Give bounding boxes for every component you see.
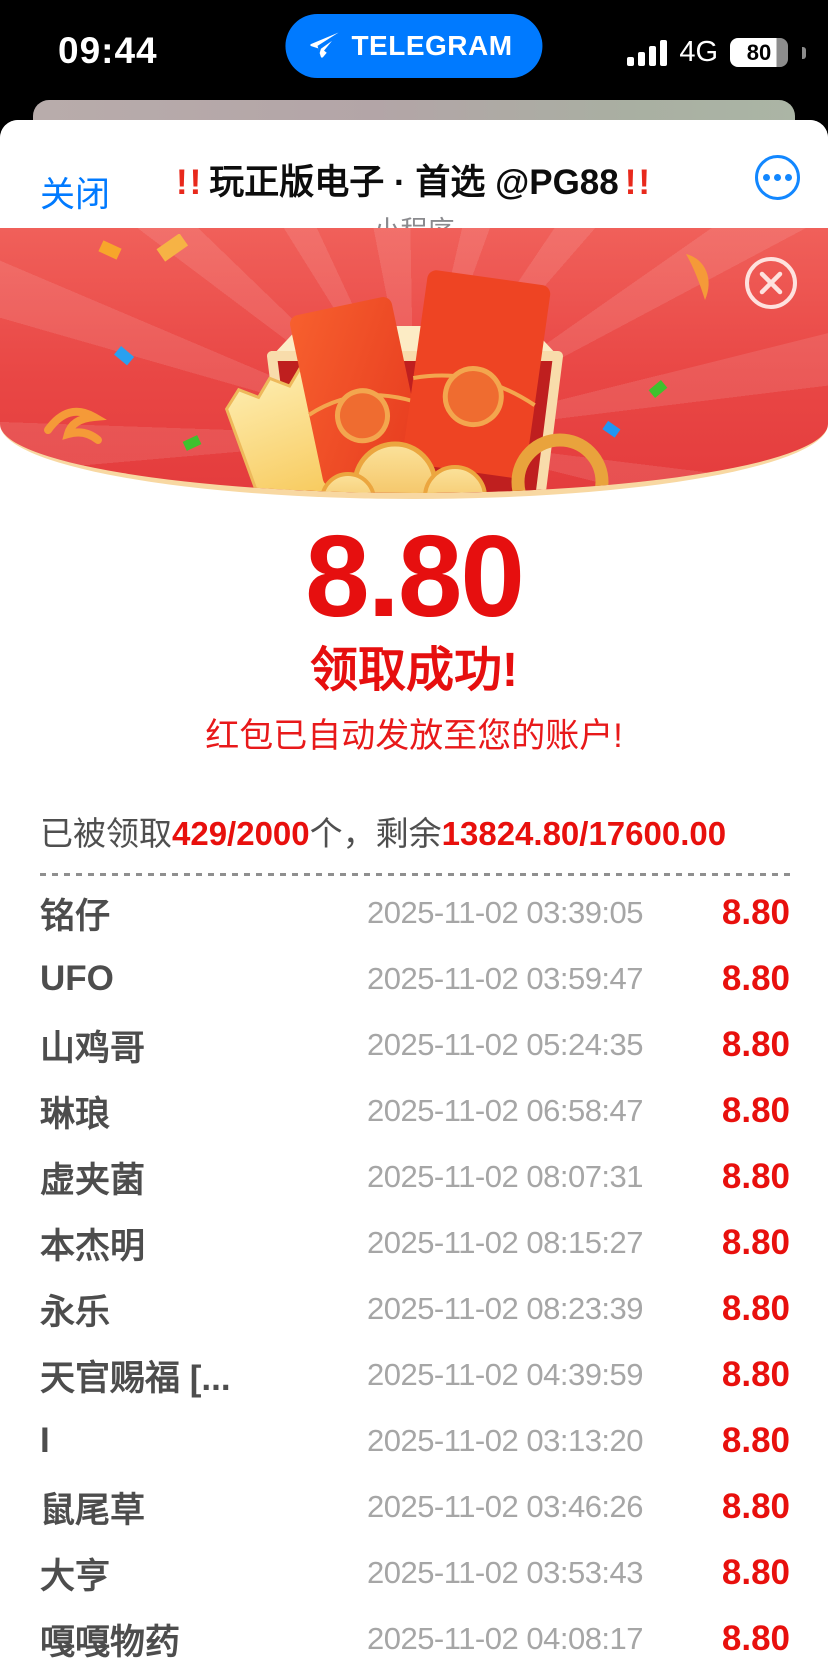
more-options-button[interactable] xyxy=(755,155,800,200)
claim-row: 嘎嘎物药 2025-11-02 04:08:17 8.80 xyxy=(0,1606,828,1659)
dashed-divider xyxy=(40,873,790,876)
banner-close-button[interactable] xyxy=(744,256,798,310)
miniapp-title-text: 玩正版电子 · 首选 @PG88 xyxy=(209,163,619,202)
claim-amount: 8.80 xyxy=(721,1223,790,1262)
claim-timestamp: 2025-11-02 04:08:17 xyxy=(366,1621,644,1656)
claim-row: 山鸡哥 2025-11-02 05:24:35 8.80 xyxy=(0,1012,828,1078)
claim-timestamp: 2025-11-02 08:15:27 xyxy=(366,1225,644,1260)
gift-box-illustration xyxy=(44,234,709,493)
status-icons: 4G 80 xyxy=(627,36,806,69)
info-message: 红包已自动发放至您的账户! xyxy=(205,717,623,755)
claim-amount: 8.80 xyxy=(721,1619,790,1658)
status-bar: 09:44 TELEGRAM 4G 80 xyxy=(0,0,828,100)
close-icon xyxy=(745,257,797,309)
claimer-name: 本杰明 xyxy=(40,1226,146,1266)
claim-amount: 8.80 xyxy=(721,1157,790,1196)
claim-row: 本杰明 2025-11-02 08:15:27 8.80 xyxy=(0,1210,828,1276)
claimer-name: 铭仔 xyxy=(40,896,111,936)
claim-row: 大亨 2025-11-02 03:53:43 8.80 xyxy=(0,1540,828,1606)
claimer-name: I xyxy=(40,1421,50,1460)
telegram-plane-icon xyxy=(310,32,339,58)
stats-remaining-amount: 13824.80/17600.00 xyxy=(441,815,727,852)
claim-amount: 8.80 xyxy=(721,1091,790,1130)
claim-row: 虚夹菌 2025-11-02 08:07:31 8.80 xyxy=(0,1144,828,1210)
signal-strength-icon xyxy=(627,39,668,66)
network-type: 4G xyxy=(679,36,718,68)
claim-timestamp: 2025-11-02 04:39:59 xyxy=(366,1357,644,1392)
stats-prefix: 已被领取 xyxy=(40,815,172,852)
miniapp-title: !! 玩正版电子 · 首选 @PG88!! xyxy=(120,163,708,203)
claim-row: 铭仔 2025-11-02 03:39:05 8.80 xyxy=(0,880,828,946)
claimer-name: 大亨 xyxy=(40,1556,111,1596)
claim-row: UFO 2025-11-02 03:59:47 8.80 xyxy=(0,946,828,1012)
claim-amount: 8.80 xyxy=(721,1025,790,1064)
claimer-name: 琳琅 xyxy=(40,1094,111,1134)
stats-claimed-count: 429/2000 xyxy=(172,815,310,852)
claim-row: 永乐 2025-11-02 08:23:39 8.80 xyxy=(0,1276,828,1342)
claim-timestamp: 2025-11-02 08:07:31 xyxy=(366,1159,644,1194)
status-time: 09:44 xyxy=(58,30,158,71)
claim-row: I 2025-11-02 03:13:20 8.80 xyxy=(0,1408,828,1474)
claim-row: 鼠尾草 2025-11-02 03:46:26 8.80 xyxy=(0,1474,828,1540)
close-button[interactable]: 关闭 xyxy=(40,175,111,215)
claim-timestamp: 2025-11-02 03:39:05 xyxy=(366,895,644,930)
claimer-name: 鼠尾草 xyxy=(40,1490,146,1530)
claimer-name: 嘎嘎物药 xyxy=(40,1622,181,1659)
alert-icon: !! xyxy=(624,163,653,202)
claim-amount: 8.80 xyxy=(721,1487,790,1526)
claim-timestamp: 2025-11-02 08:23:39 xyxy=(366,1291,644,1326)
claim-stats: 已被领取429/2000个，剩余13824.80/17600.00 xyxy=(40,814,790,854)
claim-row: 天官赐福 [... 2025-11-02 04:39:59 8.80 xyxy=(0,1342,828,1408)
claimer-name: 天官赐福 [... xyxy=(40,1358,231,1398)
miniapp-header: 关闭 !!玩正版电子 · 首选 @PG88!! 小程序 xyxy=(0,120,828,246)
reward-amount: 8.80 xyxy=(305,511,525,641)
claim-timestamp: 2025-11-02 03:46:26 xyxy=(366,1489,644,1524)
claim-amount: 8.80 xyxy=(721,959,790,998)
claim-timestamp: 2025-11-02 06:58:47 xyxy=(366,1093,644,1128)
claim-timestamp: 2025-11-02 03:59:47 xyxy=(366,961,644,996)
claim-timestamp: 2025-11-02 03:13:20 xyxy=(366,1423,644,1458)
claimer-name: 永乐 xyxy=(40,1292,111,1332)
claimer-name: 山鸡哥 xyxy=(40,1028,146,1068)
battery-icon: 80 xyxy=(730,38,788,67)
claimer-name: UFO xyxy=(40,959,114,998)
pill-label: TELEGRAM xyxy=(351,30,513,61)
claim-timestamp: 2025-11-02 03:53:43 xyxy=(366,1555,644,1590)
claimer-name: 虚夹菌 xyxy=(40,1160,146,1200)
miniapp-sheet: 关闭 !!玩正版电子 · 首选 @PG88!! 小程序 xyxy=(0,120,828,1659)
promo-banner xyxy=(0,228,828,499)
stats-middle: 个，剩余 xyxy=(309,815,442,852)
success-message: 领取成功! xyxy=(310,644,518,697)
claim-timestamp: 2025-11-02 05:24:35 xyxy=(366,1027,644,1062)
battery-percent: 80 xyxy=(746,39,772,65)
claim-amount: 8.80 xyxy=(721,1289,790,1328)
claim-amount: 8.80 xyxy=(721,1553,790,1592)
claims-list: 铭仔 2025-11-02 03:39:05 8.80 UFO 2025-11-… xyxy=(0,880,828,1659)
claim-amount: 8.80 xyxy=(721,893,790,932)
claim-row: 琳琅 2025-11-02 06:58:47 8.80 xyxy=(0,1078,828,1144)
battery-cap xyxy=(802,46,806,59)
telegram-return-pill[interactable]: TELEGRAM xyxy=(285,14,543,78)
claim-amount: 8.80 xyxy=(721,1355,790,1394)
claim-amount: 8.80 xyxy=(721,1421,790,1460)
alert-icon: !! xyxy=(175,163,204,202)
